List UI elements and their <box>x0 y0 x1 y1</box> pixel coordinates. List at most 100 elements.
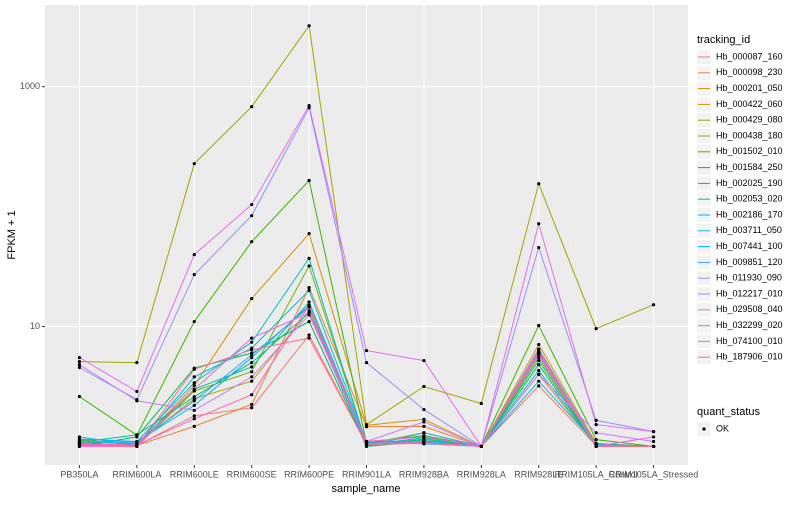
data-point <box>192 395 196 399</box>
data-point <box>422 420 426 424</box>
data-point <box>250 402 254 407</box>
data-point <box>422 417 426 422</box>
data-point <box>77 435 82 439</box>
data-point <box>250 214 254 218</box>
data-point <box>307 333 311 337</box>
legend-label: Hb_003711_050 <box>716 225 782 235</box>
data-point <box>135 389 139 394</box>
data-point <box>651 303 656 307</box>
data-point <box>250 348 254 352</box>
data-point <box>77 363 82 367</box>
data-point <box>250 406 254 410</box>
legend-label: Hb_001502_010 <box>716 146 783 156</box>
legend-label: Hb_187906_010 <box>716 352 783 362</box>
data-point <box>651 439 656 444</box>
data-point <box>307 286 311 290</box>
data-point <box>307 24 311 28</box>
data-point <box>537 379 541 383</box>
legend-label: Hb_029508_040 <box>716 304 783 314</box>
data-point <box>250 375 254 379</box>
data-point <box>192 272 196 277</box>
data-point <box>537 372 541 376</box>
data-point <box>479 444 483 449</box>
y-axis-label: FPKM + 1 <box>6 210 18 259</box>
data-point <box>307 104 311 108</box>
data-point <box>135 440 139 445</box>
data-point <box>192 381 196 385</box>
data-point <box>192 162 196 166</box>
data-point <box>135 399 139 403</box>
data-point <box>651 429 656 434</box>
legend-label: Hb_007441_100 <box>716 241 783 251</box>
data-point <box>537 246 541 250</box>
data-point <box>307 319 311 324</box>
data-point <box>192 417 196 421</box>
data-point <box>77 365 82 370</box>
data-point <box>250 356 254 360</box>
data-point <box>479 401 483 406</box>
data-point <box>422 435 426 439</box>
data-point <box>307 288 311 293</box>
data-point <box>250 340 254 344</box>
x-axis-label: sample_name <box>331 483 400 495</box>
data-point <box>651 444 656 449</box>
data-point <box>250 296 254 301</box>
data-point <box>192 408 196 412</box>
data-point <box>192 387 196 391</box>
data-point <box>192 252 196 257</box>
legend-title: tracking_id <box>697 34 750 46</box>
x-tick-label: RRIM600PE <box>284 469 334 479</box>
data-point <box>135 444 139 449</box>
legend-label: Hb_002053_020 <box>716 194 783 204</box>
data-point <box>537 222 541 226</box>
data-point <box>422 424 426 428</box>
data-point <box>594 418 598 422</box>
data-point <box>594 438 598 442</box>
data-point <box>594 423 598 427</box>
legend-label: Hb_009851_120 <box>716 257 783 267</box>
x-tick-label: RRIM901LA <box>342 469 391 479</box>
data-point <box>135 433 139 437</box>
data-point <box>192 383 196 388</box>
data-point <box>537 358 541 363</box>
x-tick-label: RRIM928BA <box>399 469 449 479</box>
y-tick-label: 10 <box>30 321 40 331</box>
data-point <box>651 435 656 439</box>
data-point <box>364 361 369 365</box>
data-point <box>364 423 369 427</box>
data-point <box>307 300 311 304</box>
data-point <box>307 303 311 307</box>
data-point <box>537 182 541 186</box>
data-point <box>307 178 311 183</box>
data-point <box>250 365 254 369</box>
data-point <box>364 442 369 446</box>
data-point <box>307 231 311 236</box>
data-point <box>250 105 254 109</box>
data-point <box>594 444 598 449</box>
x-tick-label: RRIM105LA_Stressed <box>609 469 699 479</box>
data-point <box>307 256 311 260</box>
data-point <box>422 431 426 435</box>
data-point <box>250 379 254 383</box>
legend-label: Hb_032299_020 <box>716 320 783 330</box>
data-point <box>192 367 196 371</box>
legend-label: Hb_000438_180 <box>716 130 783 140</box>
data-point <box>77 394 82 399</box>
legend-title: quant_status <box>697 406 760 418</box>
data-point <box>537 368 541 373</box>
data-point <box>192 414 196 418</box>
data-point <box>250 370 254 374</box>
legend-label: Hb_000429_080 <box>716 115 783 125</box>
legend-label: Hb_001584_250 <box>716 162 783 172</box>
x-tick-label: RRIM928LA <box>457 469 506 479</box>
x-tick-label: RRIM600LE <box>170 469 219 479</box>
data-point <box>77 439 82 444</box>
legend-label: Hb_002025_190 <box>716 178 783 188</box>
legend-label: Hb_074100_010 <box>716 336 783 346</box>
legend-label: Hb_000087_160 <box>716 51 783 61</box>
data-point <box>192 319 196 324</box>
data-point <box>537 348 541 353</box>
data-point <box>77 443 82 447</box>
data-point <box>364 348 369 353</box>
